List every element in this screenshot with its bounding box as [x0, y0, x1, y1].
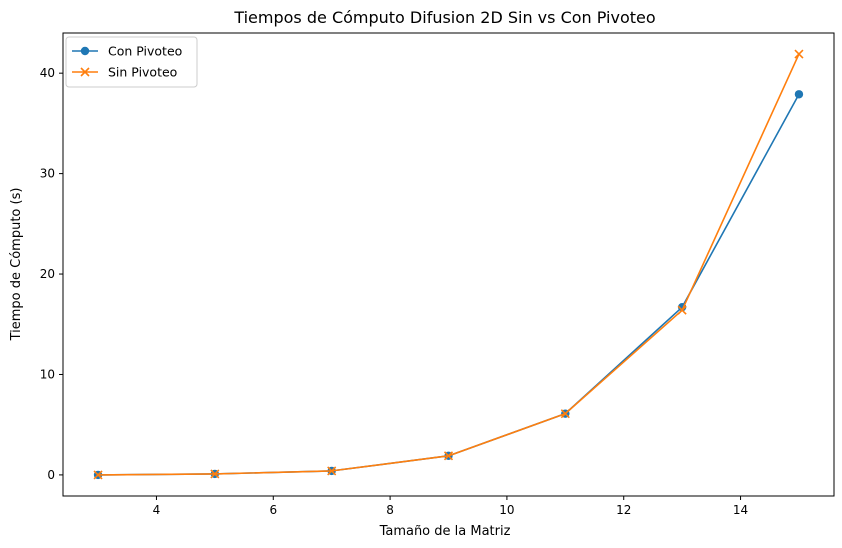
legend-box	[65, 36, 198, 88]
legend-label: Con Pivoteo	[108, 44, 182, 59]
legend-marker	[80, 67, 90, 77]
data-point	[794, 49, 804, 59]
data-point	[327, 466, 337, 476]
x-tick-label: 10	[499, 503, 514, 517]
y-tick-label: 10	[40, 367, 55, 381]
y-axis-label: Tiempo de Cómputo (s)	[9, 188, 24, 342]
data-point	[560, 409, 570, 419]
legend: Con Pivoteo Sin Pivoteo	[65, 36, 198, 88]
y-axis: 0 10 20 30 40	[40, 66, 63, 482]
x-tick-label: 4	[153, 503, 161, 517]
y-tick-label: 40	[40, 66, 55, 80]
legend-item: Sin Pivoteo	[72, 65, 177, 80]
data-point	[794, 90, 804, 99]
y-tick-label: 0	[47, 468, 55, 482]
x-tick-label: 8	[386, 503, 394, 517]
series-layer	[93, 49, 804, 480]
data-point	[677, 305, 687, 315]
series-2	[93, 49, 804, 480]
data-point	[443, 451, 454, 461]
x-tick-label: 14	[733, 503, 748, 517]
series-1	[93, 90, 804, 480]
x-axis: 4 6 8 10 12 14	[153, 496, 748, 517]
y-tick-label: 30	[40, 167, 55, 181]
legend-item: Con Pivoteo	[72, 44, 182, 59]
data-point	[93, 470, 103, 480]
series-line	[98, 53, 800, 476]
plot-area	[62, 32, 835, 497]
legend-label: Sin Pivoteo	[108, 65, 177, 80]
data-point	[210, 469, 220, 479]
chart-title: Tiempos de Cómputo Difusion 2D Sin vs Co…	[233, 8, 655, 27]
x-tick-label: 12	[616, 503, 631, 517]
y-tick-label: 20	[40, 267, 55, 281]
x-axis-label: Tamaño de la Matriz	[379, 524, 511, 539]
plot-frame	[62, 32, 835, 497]
legend-marker	[80, 46, 90, 56]
x-tick-label: 6	[269, 503, 277, 517]
